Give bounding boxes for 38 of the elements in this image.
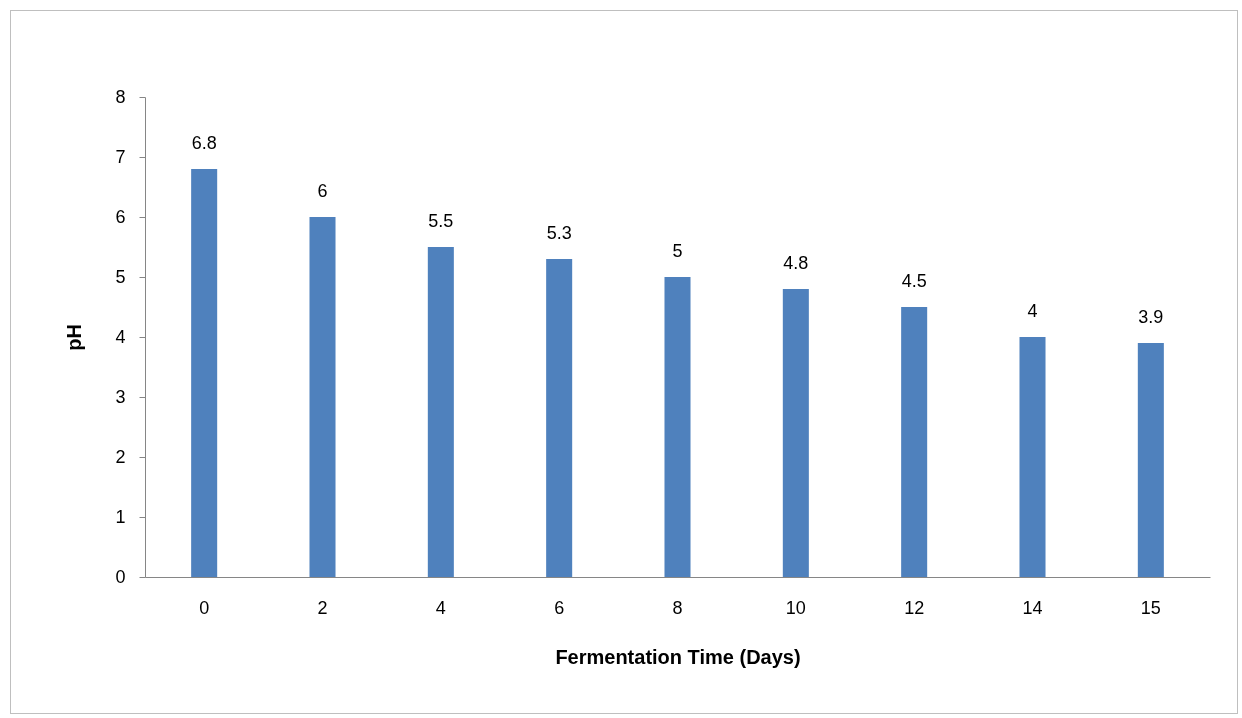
x-tick-label: 8: [672, 597, 683, 618]
bar: [546, 259, 573, 577]
y-tick-label: 4: [115, 326, 126, 347]
x-tick-label: 15: [1140, 597, 1161, 618]
x-tick-label: 12: [904, 597, 925, 618]
y-tick-label: 3: [115, 386, 126, 407]
bar: [309, 217, 336, 577]
bar: [1137, 343, 1164, 577]
x-tick-label: 10: [785, 597, 806, 618]
y-tick-label: 1: [115, 506, 126, 527]
x-axis-title: Fermentation Time (Days): [555, 645, 801, 668]
bar: [1019, 337, 1046, 577]
data-label: 5.5: [428, 211, 454, 231]
bar: [782, 289, 809, 577]
data-label: 4: [1027, 301, 1038, 321]
y-axis-title: pH: [63, 324, 86, 351]
data-label: 4.8: [783, 253, 809, 273]
data-label: 3.9: [1138, 307, 1164, 327]
x-tick-label: 2: [317, 597, 328, 618]
y-tick-label: 5: [115, 266, 126, 287]
bar: [901, 307, 928, 577]
x-tick-label: 14: [1022, 597, 1043, 618]
data-label: 6.8: [191, 133, 217, 153]
y-tick-label: 6: [115, 206, 126, 227]
x-tick-label: 0: [199, 597, 210, 618]
x-tick-label: 4: [435, 597, 446, 618]
data-label: 6: [317, 181, 328, 201]
y-tick-label: 0: [115, 566, 126, 587]
bar: [191, 169, 218, 577]
y-tick-label: 8: [115, 86, 126, 107]
data-label: 5.3: [546, 223, 572, 243]
y-tick-label: 2: [115, 446, 126, 467]
bar: [664, 277, 691, 577]
data-label: 4.5: [901, 271, 927, 291]
data-label: 5: [672, 241, 683, 261]
x-tick-label: 6: [554, 597, 565, 618]
bar: [427, 247, 454, 577]
y-tick-label: 7: [115, 146, 126, 167]
